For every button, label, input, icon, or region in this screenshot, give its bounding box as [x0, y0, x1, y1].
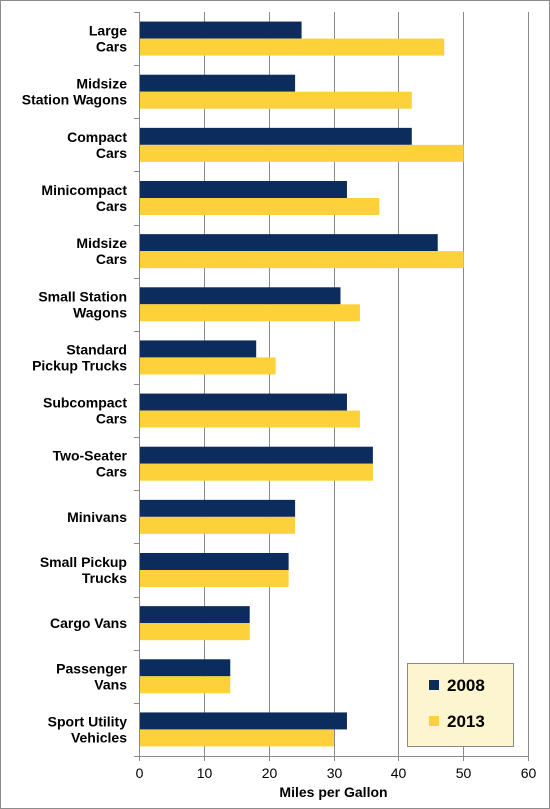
category-label: Cars	[96, 39, 127, 55]
category-label: Compact	[67, 129, 127, 145]
bar-2008	[139, 553, 289, 570]
x-tick-label: 40	[391, 765, 407, 781]
category-label: Small Station	[38, 288, 127, 304]
x-tick-label: 0	[136, 765, 144, 781]
x-axis-title: Miles per Gallon	[279, 784, 387, 800]
tick-labels: 0 10 20 30 40 50 60	[136, 765, 537, 781]
category-label: Sport Utility	[48, 713, 128, 729]
category-label: Standard	[66, 341, 127, 357]
category-label: Minicompact	[41, 182, 127, 198]
bar-2013	[139, 357, 276, 375]
category-label: Two-Seater	[53, 448, 128, 464]
category-label: Cargo Vans	[50, 615, 127, 631]
legend-label-2013: 2013	[447, 712, 485, 731]
legend: 2008 2013	[407, 663, 514, 747]
category-label: Cars	[96, 251, 127, 267]
bar-group	[139, 21, 464, 747]
bar-2013	[139, 144, 464, 162]
category-label: Cars	[96, 464, 127, 480]
legend-label-2008: 2008	[447, 676, 485, 695]
bar-2013	[139, 198, 380, 215]
bar-2013	[139, 91, 412, 109]
bar-2013	[139, 251, 464, 269]
x-tick-label: 60	[521, 765, 537, 781]
bar-2008	[139, 21, 302, 39]
bar-2013	[139, 676, 231, 694]
bar-2008	[139, 446, 373, 464]
x-tick-label: 30	[327, 765, 343, 781]
bar-2013	[139, 623, 250, 641]
category-label: Cars	[96, 198, 127, 214]
bar-2008	[139, 340, 257, 358]
category-label: Cars	[96, 411, 127, 427]
category-label: Midsize	[76, 235, 127, 251]
category-label: Vans	[94, 676, 127, 692]
bar-2013	[139, 570, 289, 587]
bar-2008	[139, 499, 296, 517]
grid-lines	[204, 12, 529, 756]
category-label: Cars	[96, 145, 127, 161]
category-label: Trucks	[82, 570, 127, 586]
x-tick-label: 20	[262, 765, 278, 781]
bar-2013	[139, 38, 445, 56]
x-tick-label: 50	[456, 765, 472, 781]
bar-2008	[139, 234, 438, 252]
category-label: Large	[89, 23, 127, 39]
bar-2013	[139, 463, 373, 481]
bar-2008	[139, 712, 347, 730]
bar-2008	[139, 659, 231, 677]
bar-2013	[139, 304, 360, 322]
category-label: Minivans	[67, 509, 127, 525]
category-label: Vehicles	[71, 729, 127, 745]
category-label: Midsize	[76, 76, 127, 92]
bar-2008	[139, 74, 296, 92]
legend-swatch-2013	[429, 716, 439, 726]
category-label: Passenger	[56, 660, 127, 676]
bar-2013	[139, 729, 334, 747]
bar-2008	[139, 127, 412, 145]
bar-2013	[139, 410, 360, 428]
x-tick-label: 10	[197, 765, 213, 781]
bar-2008	[139, 393, 347, 411]
bar-2008	[139, 181, 347, 198]
bar-2008	[139, 287, 341, 305]
category-label: Small Pickup	[40, 554, 127, 570]
category-label: Pickup Trucks	[32, 357, 127, 373]
category-label: Wagons	[73, 304, 127, 320]
bar-2013	[139, 516, 296, 534]
category-label: Subcompact	[43, 395, 127, 411]
category-label: Station Wagons	[22, 92, 127, 108]
legend-swatch-2008	[429, 680, 439, 690]
legend-box	[407, 663, 514, 747]
bar-2008	[139, 606, 250, 624]
axes	[134, 12, 529, 761]
